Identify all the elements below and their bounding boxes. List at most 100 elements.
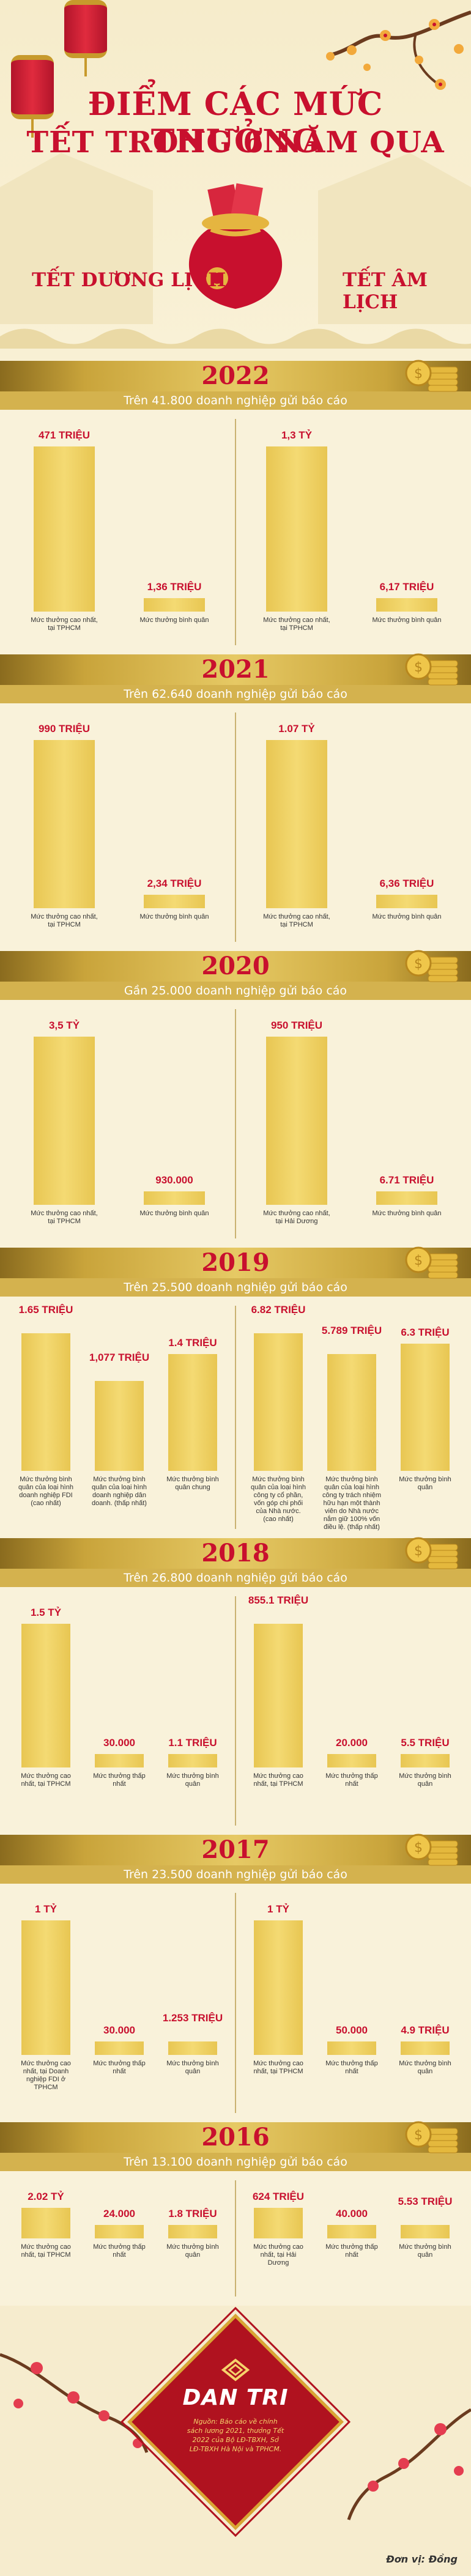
year-band — [0, 2122, 471, 2153]
data-label: 6,17 TRIỆU — [379, 581, 434, 593]
chart-bar — [95, 2225, 144, 2238]
coin-stack-icon: $ — [405, 2121, 458, 2153]
bar-caption: Mức thưởng thấp nhất — [325, 2060, 378, 2075]
bar-caption: Mức thưởng cao nhất, tại TPHCM — [31, 616, 98, 632]
coin-stack-icon: $ — [405, 653, 458, 686]
bar-caption: Mức thưởng bình quân — [399, 2243, 451, 2259]
money-bag-icon — [188, 183, 283, 309]
bar-caption: Mức thưởng bình quân — [139, 1210, 209, 1217]
bar-caption: Mức thưởng cao nhất, tại TPHCM — [263, 616, 330, 632]
chart-bar — [144, 1191, 205, 1205]
chart-bar — [168, 1354, 217, 1471]
bar-caption: Mức thưởng bình quân — [399, 1772, 451, 1788]
data-label: 20.000 — [336, 1737, 368, 1749]
source-note: Nguồn: Báo cáo về chính sách lương 2021,… — [187, 2418, 284, 2453]
data-label: 40.000 — [336, 2208, 368, 2219]
data-label: 1.07 TỶ — [278, 723, 315, 735]
apricot-blossom-branch-icon — [0, 2353, 149, 2453]
bar-caption: Mức thưởng bình quân — [399, 1476, 451, 1491]
chart-bar — [376, 1191, 437, 1205]
bar-caption: Mức thưởng cao nhất, tại Hải Dương — [253, 2243, 303, 2267]
data-label: 950 TRIỆU — [270, 1020, 323, 1031]
data-label: 6,36 TRIỆU — [379, 878, 434, 889]
data-label: 930.000 — [155, 1174, 193, 1186]
data-label: 990 TRIỆU — [38, 723, 91, 735]
bar-caption: Mức thưởng cao nhất, tại TPHCM — [31, 1210, 98, 1225]
year-heading: 2019 — [201, 1248, 270, 1277]
section-subtitle: Trên 26.800 doanh nghiệp gửi báo cáo — [0, 1569, 471, 1587]
column-divider — [235, 2180, 236, 2297]
chart-bar — [95, 2041, 144, 2055]
chart-bar — [376, 895, 437, 908]
chart-bar — [21, 1333, 70, 1471]
bar-caption: Mức thưởng cao nhất, tại Doanh nghiệp FD… — [21, 2060, 71, 2091]
bar-caption: Mức thưởng bình quân chung — [166, 1476, 219, 1491]
coin-stack-icon: $ — [405, 1537, 458, 1569]
chart-bar — [401, 1344, 450, 1471]
data-label: 4.9 TRIỆU — [401, 2024, 450, 2036]
year-band — [0, 1538, 471, 1569]
year-band — [0, 361, 471, 391]
chart-bar — [21, 1624, 70, 1767]
section-subtitle: Gần 25.000 doanh nghiệp gửi báo cáo — [0, 982, 471, 1000]
chart-bar — [34, 1037, 95, 1205]
section-subtitle: Trên 25.500 doanh nghiệp gửi báo cáo — [0, 1278, 471, 1297]
data-label: 5.53 TRIỆU — [398, 2196, 453, 2207]
bar-caption: Mức thưởng bình quân của loại hình doanh… — [18, 1476, 73, 1507]
data-label: 471 TRIỆU — [38, 429, 91, 441]
chart-bar — [34, 446, 95, 612]
data-label: 624 TRIỆU — [252, 2191, 305, 2202]
year-band — [0, 1835, 471, 1865]
apricot-blossom-branch-icon — [326, 10, 471, 90]
coin-stack-icon: $ — [405, 1834, 458, 1866]
chart-bar — [168, 2041, 217, 2055]
bar-caption: Mức thưởng cao nhất, tại TPHCM — [21, 1772, 71, 1788]
section-subtitle: Trên 23.500 doanh nghiệp gửi báo cáo — [0, 1865, 471, 1884]
label-lunar-new-year: TẾT ÂM LỊCH — [343, 269, 428, 313]
chart-bar — [168, 1754, 217, 1767]
bar-caption: Mức thưởng bình quân — [166, 2243, 219, 2259]
data-label: 3,5 TỶ — [48, 1020, 80, 1031]
data-label: 6.3 TRIỆU — [401, 1327, 450, 1339]
data-label: 24.000 — [103, 2208, 135, 2219]
chart-bar — [266, 1037, 327, 1205]
section-subtitle: Trên 41.800 doanh nghiệp gửi báo cáo — [0, 391, 471, 410]
bar-caption: Mức thưởng bình quân của loại hình công … — [251, 1476, 306, 1523]
data-label: 6.82 TRIỆU — [251, 1304, 306, 1316]
chart-bar — [254, 1333, 303, 1471]
bar-caption: Mức thưởng thấp nhất — [325, 1772, 378, 1788]
bar-caption: Mức thưởng bình quân — [166, 2060, 219, 2075]
chart-bar — [254, 1920, 303, 2055]
bar-caption: Mức thưởng thấp nhất — [93, 2060, 146, 2075]
chart-bar — [34, 740, 95, 908]
year-heading: 2018 — [201, 1539, 270, 1567]
data-label: 1.5 TỶ — [30, 1607, 62, 1618]
bar-caption: Mức thưởng bình quân — [372, 1210, 442, 1217]
data-label: 1.1 TRIỆU — [168, 1737, 217, 1749]
bar-caption: Mức thưởng cao nhất, tại TPHCM — [31, 913, 98, 928]
chart-bar — [21, 1920, 70, 2055]
bar-caption: Mức thưởng bình quân của loại hình công … — [322, 1476, 381, 1531]
data-label: 2.02 TỶ — [28, 2191, 64, 2202]
lantern-icon — [11, 55, 54, 138]
data-label: 1.253 TRIỆU — [162, 2012, 223, 2024]
data-label: 1,36 TRIỆU — [147, 581, 202, 593]
data-label: 6.71 TRIỆU — [379, 1174, 434, 1186]
bar-caption: Mức thưởng bình quân của loại hình doanh… — [92, 1476, 147, 1507]
bar-caption: Mức thưởng cao nhất, tại TPHCM — [253, 1772, 303, 1788]
bar-caption: Mức thưởng bình quân — [372, 616, 442, 624]
bar-caption: Mức thưởng bình quân — [139, 913, 209, 920]
data-label: 1 TỶ — [35, 1903, 57, 1915]
year-band — [0, 1248, 471, 1278]
chart-bar — [327, 2225, 376, 2238]
data-label: 1.8 TRIỆU — [168, 2208, 217, 2219]
data-label: 1.4 TRIỆU — [168, 1337, 217, 1349]
svg-text:$: $ — [414, 1253, 423, 1268]
coin-stack-icon: $ — [405, 950, 458, 982]
bar-caption: Mức thưởng cao nhất, tại TPHCM — [263, 913, 330, 928]
data-label: 50.000 — [336, 2024, 368, 2036]
data-label: 5.5 TRIỆU — [401, 1737, 450, 1749]
year-band — [0, 654, 471, 685]
column-divider — [235, 1893, 236, 2113]
